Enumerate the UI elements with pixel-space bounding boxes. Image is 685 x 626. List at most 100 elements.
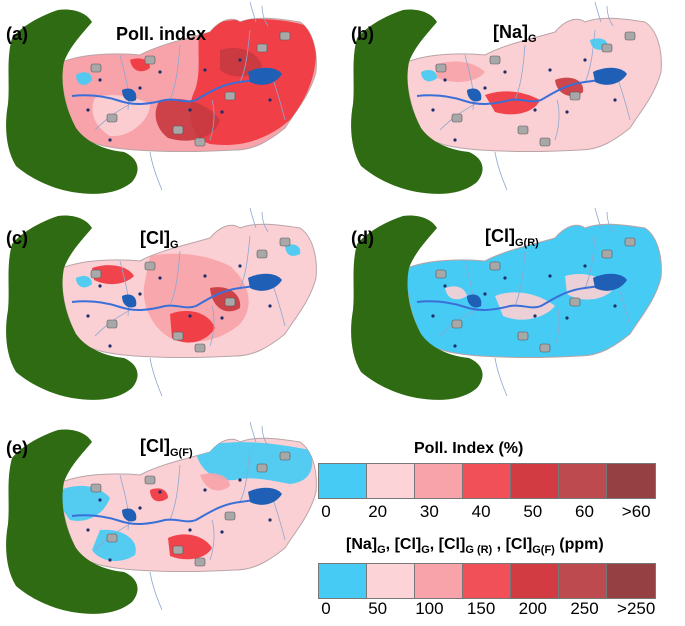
- town-marker: [539, 137, 551, 147]
- pollution-zone: [485, 91, 540, 115]
- well-point: [431, 314, 435, 318]
- well-point: [565, 316, 569, 320]
- tributary-line: [94, 309, 131, 337]
- town-marker: [569, 91, 581, 101]
- map-panel-d: (d) [Cl]G(R): [345, 206, 675, 406]
- well-point: [188, 108, 192, 112]
- main-river: [71, 71, 281, 105]
- well-point: [238, 478, 242, 482]
- tributary-line: [169, 44, 181, 101]
- town-marker: [624, 237, 636, 247]
- well-point: [583, 264, 587, 268]
- town-marker: [172, 125, 184, 135]
- stream-line: [249, 421, 269, 447]
- well-point: [583, 58, 587, 62]
- well-point: [503, 276, 507, 280]
- lake: [593, 273, 627, 291]
- legend-conc-scale: [318, 563, 656, 599]
- tributary-line: [239, 29, 251, 83]
- mountain-area: [351, 215, 483, 400]
- stream-line: [594, 1, 614, 27]
- pollution-zone: [445, 286, 467, 300]
- main-river: [416, 71, 626, 105]
- well-point: [158, 70, 162, 74]
- well-point: [158, 276, 162, 280]
- town-marker: [172, 545, 184, 555]
- well-point: [138, 86, 142, 90]
- well-point: [138, 292, 142, 296]
- pollution-zone: [555, 77, 584, 96]
- poll-tick-2: 30: [419, 502, 439, 521]
- poll-swatch-1: [367, 464, 415, 498]
- stream-line: [494, 151, 508, 191]
- poll-swatch-5: [559, 464, 607, 498]
- well-point: [220, 110, 224, 114]
- town-marker: [106, 533, 118, 543]
- well-point: [220, 530, 224, 534]
- well-point: [533, 108, 537, 112]
- town-marker: [144, 55, 156, 65]
- poll-tick-6: >60: [621, 502, 651, 521]
- town-marker: [256, 249, 268, 259]
- conc-swatch-5: [559, 564, 607, 598]
- town-marker: [172, 331, 184, 341]
- town-marker: [144, 475, 156, 485]
- map-e: [6, 421, 317, 614]
- town-marker: [90, 63, 102, 73]
- stream-line: [149, 357, 163, 397]
- tributary-line: [169, 250, 181, 307]
- pollution-zone: [200, 473, 230, 491]
- map-b: [351, 1, 662, 194]
- well-point: [613, 98, 617, 102]
- pollution-zone: [92, 265, 134, 285]
- well-point: [203, 68, 207, 72]
- pollution-zone: [421, 70, 437, 82]
- panel-title-c: [Cl]G: [140, 228, 179, 251]
- well-point: [98, 78, 102, 82]
- conc-swatch-6: [607, 564, 655, 598]
- pollution-zone: [92, 529, 136, 562]
- map-panel-b: (b) [Na]G: [345, 0, 675, 200]
- panel-label-c: (c): [6, 228, 28, 248]
- tributary-line: [94, 523, 131, 551]
- town-marker: [256, 43, 268, 53]
- main-river: [416, 277, 626, 311]
- pollution-zone: [285, 244, 301, 256]
- well-point: [86, 108, 90, 112]
- town-marker: [224, 511, 236, 521]
- town-marker: [224, 297, 236, 307]
- map-panel-c: (c) [Cl]G: [0, 206, 330, 406]
- tributary-line: [439, 103, 476, 131]
- town-marker: [517, 125, 529, 135]
- mountain-area: [6, 9, 138, 194]
- well-point: [158, 490, 162, 494]
- town-marker: [194, 343, 206, 353]
- tributary-line: [514, 250, 526, 307]
- lake: [593, 67, 627, 85]
- lake: [122, 88, 137, 102]
- town-marker: [517, 331, 529, 341]
- well-point: [98, 498, 102, 502]
- well-point: [203, 488, 207, 492]
- well-point: [483, 292, 487, 296]
- tributary-line: [239, 235, 251, 289]
- poll-swatch-3: [463, 464, 511, 498]
- tributary-line: [209, 305, 215, 347]
- well-point: [443, 284, 447, 288]
- lake: [122, 508, 137, 522]
- town-marker: [601, 43, 613, 53]
- poll-swatch-0: [319, 464, 367, 498]
- town-marker: [451, 319, 463, 329]
- town-marker: [106, 113, 118, 123]
- pollution-zone: [76, 276, 92, 288]
- map-panel-e: (e) [Cl]G(F): [0, 420, 330, 620]
- well-point: [533, 314, 537, 318]
- basin-area: [406, 223, 662, 358]
- stream-line: [149, 151, 163, 191]
- tributary-line: [209, 519, 215, 561]
- well-point: [86, 314, 90, 318]
- well-point: [108, 138, 112, 142]
- map-panel-a: (a) Poll. index: [0, 0, 330, 200]
- town-marker: [279, 31, 291, 41]
- legend-poll-title: Poll. Index (%): [414, 440, 524, 457]
